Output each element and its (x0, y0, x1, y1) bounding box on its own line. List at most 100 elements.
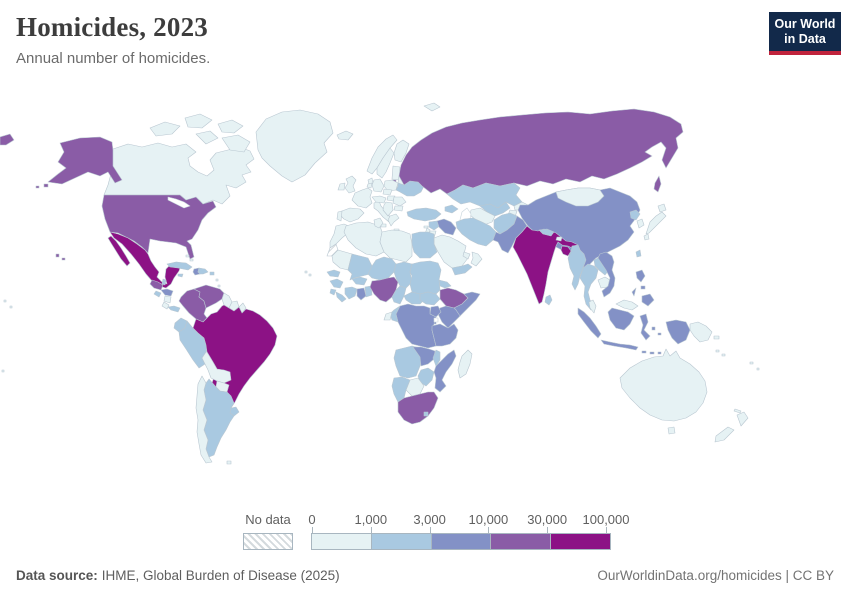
country-usa-hawaii[interactable] (55, 253, 66, 261)
country-philippines-visayas[interactable] (640, 285, 646, 290)
country-cameroon[interactable] (391, 285, 407, 305)
country-alaska-aleutians[interactable] (35, 183, 49, 189)
country-japan-kyushu[interactable] (643, 233, 650, 241)
country-taiwan[interactable] (635, 249, 642, 258)
country-fiji[interactable] (749, 361, 760, 371)
country-benelux[interactable] (366, 182, 373, 189)
country-japan-honshu[interactable] (645, 211, 667, 235)
country-svalbard[interactable] (423, 102, 441, 112)
country-angola[interactable] (393, 345, 423, 379)
country-papua-new-guinea[interactable] (689, 321, 713, 343)
country-liberia[interactable] (335, 291, 347, 303)
country-tanzania[interactable] (431, 323, 459, 347)
legend-bin-swatch[interactable] (430, 533, 492, 550)
country-costa-rica[interactable] (161, 301, 170, 310)
country-dominican-republic[interactable] (197, 267, 209, 275)
country-nicaragua[interactable] (163, 295, 172, 304)
country-france[interactable] (351, 187, 373, 209)
country-sudan[interactable] (409, 260, 442, 295)
country-panama[interactable] (167, 305, 181, 313)
country-indonesia-java[interactable] (600, 339, 639, 351)
country-togo-benin[interactable] (364, 285, 373, 298)
country-greenland[interactable] (255, 109, 334, 183)
country-indonesia-moluccas[interactable] (651, 326, 662, 336)
country-indonesia-sulawesi[interactable] (639, 313, 651, 341)
country-burkina-faso[interactable] (351, 276, 368, 286)
country-canada-arctic-1[interactable] (149, 121, 181, 137)
country-png-new-britain[interactable] (713, 335, 720, 340)
country-alaska[interactable] (47, 136, 123, 185)
country-new-caledonia[interactable] (733, 408, 742, 414)
country-philippines-luzon[interactable] (635, 269, 646, 283)
country-ireland[interactable] (337, 182, 346, 191)
country-cyprus[interactable] (423, 225, 429, 229)
country-vietnam[interactable] (597, 251, 616, 298)
country-mozambique[interactable] (433, 349, 457, 393)
country-solomon-islands[interactable] (715, 349, 726, 357)
country-spain[interactable] (339, 207, 365, 223)
country-russia[interactable] (398, 108, 684, 195)
country-australia-tasmania[interactable] (667, 426, 676, 435)
country-sri-lanka[interactable] (544, 294, 553, 306)
country-el-salvador[interactable] (153, 290, 162, 298)
legend-bin-swatch[interactable] (311, 533, 372, 550)
country-myanmar[interactable] (567, 244, 587, 291)
country-cape-verde[interactable] (304, 270, 312, 277)
country-finland[interactable] (393, 139, 410, 163)
country-romania[interactable] (392, 196, 407, 207)
country-bulgaria[interactable] (393, 205, 404, 212)
country-thailand[interactable] (579, 263, 599, 311)
country-iceland[interactable] (336, 130, 354, 141)
country-falklands[interactable] (226, 460, 232, 465)
country-venezuela[interactable] (193, 284, 225, 309)
country-malaysia-borneo[interactable] (615, 299, 639, 311)
country-chile[interactable] (195, 375, 213, 464)
country-south-korea[interactable] (636, 218, 645, 229)
country-gabon[interactable] (383, 311, 393, 321)
country-indonesia-sumatra[interactable] (577, 307, 602, 339)
country-indonesia-lesser-sunda[interactable] (641, 350, 662, 355)
legend-no-data-swatch[interactable] (243, 533, 293, 550)
country-czech-slovakia[interactable] (382, 188, 393, 196)
country-pacific-islands[interactable] (1, 299, 13, 373)
country-eritrea[interactable] (438, 279, 452, 289)
country-senegal[interactable] (326, 269, 341, 278)
country-sweden[interactable] (376, 147, 395, 179)
country-yemen[interactable] (451, 263, 473, 276)
country-caucasus[interactable] (444, 204, 459, 214)
country-puerto-rico[interactable] (209, 271, 215, 276)
country-uk[interactable] (344, 175, 357, 194)
country-niger[interactable] (367, 256, 397, 281)
country-zimbabwe[interactable] (417, 367, 435, 387)
country-canada-arctic-2[interactable] (184, 113, 213, 129)
country-mongolia[interactable] (555, 187, 605, 207)
country-japan-hokkaido[interactable] (657, 203, 667, 213)
country-hungary[interactable] (386, 195, 396, 202)
country-egypt[interactable] (411, 231, 438, 259)
country-mali[interactable] (347, 253, 373, 281)
country-philippines-mindanao[interactable] (641, 293, 655, 307)
country-drc[interactable] (395, 303, 437, 349)
country-mexico-baja[interactable] (107, 235, 131, 267)
country-italy-sicily[interactable] (380, 223, 387, 228)
country-iraq[interactable] (436, 218, 457, 236)
country-uae-qatar[interactable] (462, 251, 471, 260)
country-belize[interactable] (161, 278, 167, 286)
country-canada-arctic-4[interactable] (195, 130, 219, 145)
country-ghana[interactable] (356, 287, 367, 301)
country-bhutan[interactable] (555, 236, 563, 242)
country-north-korea[interactable] (629, 209, 641, 221)
country-russia-chukotka-wrap[interactable] (0, 133, 15, 146)
country-south-sudan[interactable] (419, 291, 441, 306)
country-guinea[interactable] (329, 278, 344, 289)
country-indonesia-kalimantan[interactable] (607, 307, 635, 331)
country-kenya[interactable] (437, 305, 461, 329)
attribution-link[interactable]: OurWorldinData.org/homicides | CC BY (597, 568, 834, 583)
country-lesotho[interactable] (423, 411, 429, 417)
country-balkans[interactable] (382, 201, 394, 217)
country-saudi-arabia[interactable] (433, 234, 469, 269)
country-honduras[interactable] (160, 288, 174, 297)
country-chad[interactable] (393, 261, 413, 289)
country-new-zealand-south[interactable] (714, 426, 735, 443)
country-malaysia-peninsula[interactable] (588, 299, 597, 314)
